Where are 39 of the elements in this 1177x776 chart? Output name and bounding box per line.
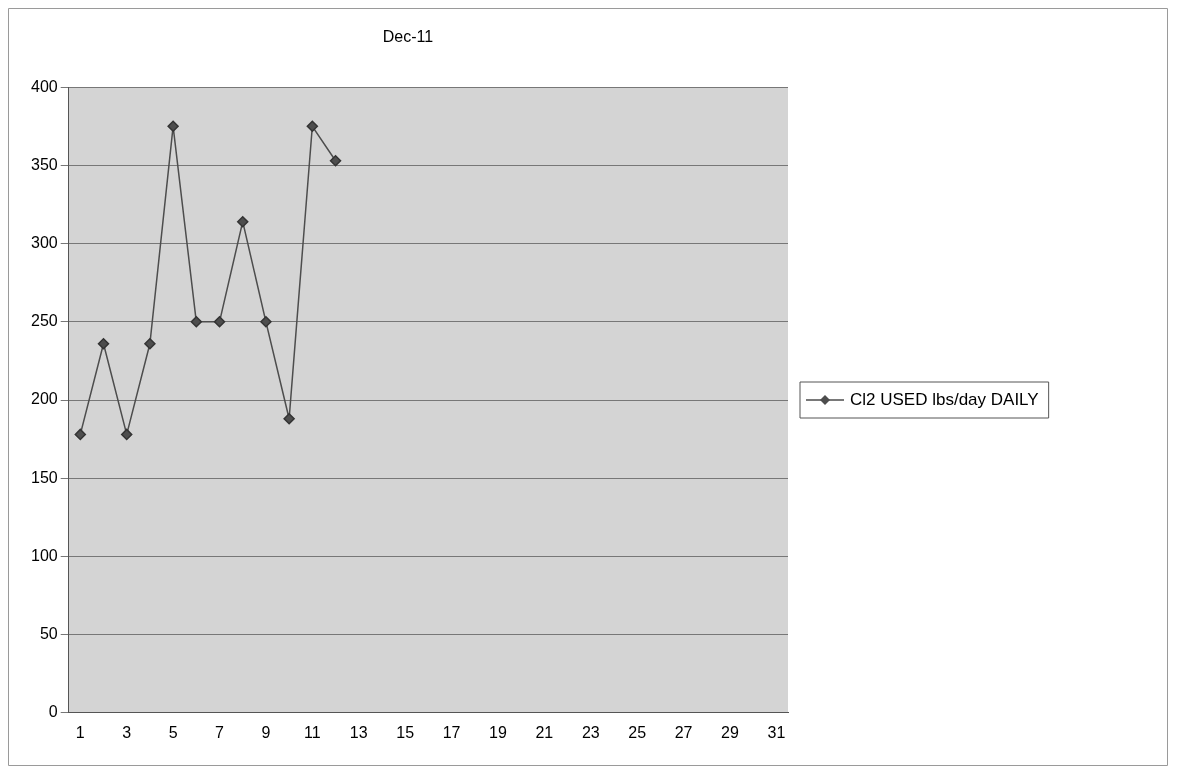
x-tick-label: 1 bbox=[75, 723, 85, 741]
y-tick-label: 0 bbox=[48, 703, 58, 721]
chart-title: Dec-11 bbox=[382, 28, 434, 46]
point bbox=[283, 413, 295, 425]
y-tick-label: 150 bbox=[30, 468, 58, 486]
point bbox=[260, 316, 272, 328]
point bbox=[329, 154, 342, 167]
y-tick-label: 250 bbox=[30, 312, 58, 330]
x-tick-label: 5 bbox=[168, 723, 178, 741]
point bbox=[306, 120, 319, 133]
y-tick-label: 350 bbox=[30, 155, 58, 173]
y-tick-label: 200 bbox=[30, 390, 58, 408]
point bbox=[144, 337, 156, 350]
y-tick-label: 100 bbox=[30, 546, 58, 564]
point bbox=[236, 215, 249, 228]
point bbox=[213, 316, 226, 328]
y-tick-label: 400 bbox=[30, 77, 58, 95]
x-tick-label: 27 bbox=[674, 723, 693, 741]
point bbox=[74, 428, 87, 441]
point bbox=[120, 428, 133, 441]
x-tick-label: 13 bbox=[349, 723, 368, 741]
x-tick-label: 3 bbox=[122, 723, 132, 741]
x-tick-label: 17 bbox=[442, 723, 461, 741]
x-tick-label: 25 bbox=[628, 723, 647, 741]
point bbox=[190, 316, 203, 328]
x-tick-label: 19 bbox=[489, 723, 507, 741]
y-tick-label: 300 bbox=[30, 234, 58, 252]
legend-label: Cl2 USED lbs/day DAILY bbox=[850, 389, 1039, 409]
x-tick-label: 15 bbox=[396, 723, 415, 741]
x-tick-label: 21 bbox=[535, 723, 554, 741]
x-tick-label: 7 bbox=[215, 723, 225, 741]
x-tick-label: 23 bbox=[581, 723, 600, 741]
point bbox=[167, 120, 179, 133]
y-tick-label: 50 bbox=[39, 625, 58, 643]
x-tick-label: 31 bbox=[767, 723, 786, 741]
x-tick-label: 29 bbox=[721, 723, 739, 741]
x-tick-label: 9 bbox=[261, 723, 271, 741]
point bbox=[97, 337, 110, 350]
x-tick-label: 11 bbox=[304, 723, 321, 741]
